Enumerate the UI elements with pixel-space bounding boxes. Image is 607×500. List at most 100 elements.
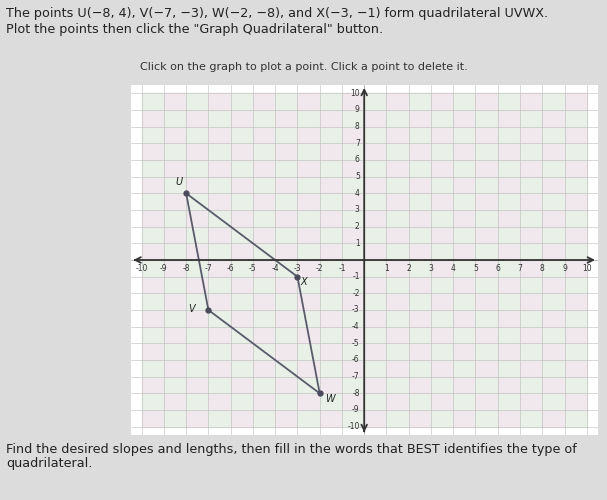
Bar: [475, 160, 498, 176]
Bar: [565, 226, 587, 244]
Bar: [520, 126, 542, 144]
Bar: [475, 110, 498, 126]
Bar: [297, 176, 320, 194]
Bar: [275, 326, 297, 344]
Text: -2: -2: [352, 289, 360, 298]
Text: Click on the graph to plot a point. Click a point to delete it.: Click on the graph to plot a point. Clic…: [140, 62, 467, 72]
Bar: [342, 260, 364, 276]
Text: -7: -7: [352, 372, 360, 381]
Bar: [542, 94, 565, 110]
Bar: [542, 360, 565, 376]
Bar: [342, 276, 364, 293]
Bar: [342, 344, 364, 360]
Bar: [231, 276, 253, 293]
Bar: [141, 294, 164, 310]
Bar: [208, 344, 231, 360]
Text: -10: -10: [347, 422, 360, 431]
Bar: [342, 360, 364, 376]
Bar: [565, 276, 587, 293]
Bar: [498, 244, 520, 260]
Bar: [231, 110, 253, 126]
Bar: [409, 344, 431, 360]
Bar: [387, 194, 409, 210]
Bar: [364, 260, 387, 276]
Bar: [475, 244, 498, 260]
Bar: [253, 326, 275, 344]
Bar: [364, 376, 387, 394]
Bar: [342, 226, 364, 244]
Bar: [253, 244, 275, 260]
Bar: [141, 394, 164, 410]
Bar: [364, 276, 387, 293]
Bar: [297, 110, 320, 126]
Bar: [141, 326, 164, 344]
Bar: [364, 226, 387, 244]
Bar: [253, 210, 275, 226]
Bar: [364, 110, 387, 126]
Bar: [431, 176, 453, 194]
Bar: [297, 94, 320, 110]
Bar: [297, 260, 320, 276]
Bar: [186, 126, 208, 144]
Bar: [387, 226, 409, 244]
Bar: [253, 194, 275, 210]
Bar: [431, 410, 453, 426]
Bar: [387, 294, 409, 310]
Bar: [364, 210, 387, 226]
Bar: [542, 110, 565, 126]
Bar: [186, 394, 208, 410]
Bar: [475, 226, 498, 244]
Bar: [520, 410, 542, 426]
Bar: [164, 310, 186, 326]
Bar: [275, 410, 297, 426]
Bar: [342, 194, 364, 210]
Text: 9: 9: [562, 264, 567, 273]
Bar: [542, 210, 565, 226]
Bar: [565, 344, 587, 360]
Bar: [520, 344, 542, 360]
Bar: [409, 226, 431, 244]
Bar: [387, 176, 409, 194]
Bar: [186, 294, 208, 310]
Bar: [542, 294, 565, 310]
Bar: [320, 194, 342, 210]
Text: -5: -5: [249, 264, 257, 273]
Bar: [186, 260, 208, 276]
Bar: [565, 260, 587, 276]
Bar: [409, 144, 431, 160]
Bar: [186, 376, 208, 394]
Bar: [387, 376, 409, 394]
Bar: [164, 260, 186, 276]
Bar: [565, 210, 587, 226]
Bar: [520, 160, 542, 176]
Text: 7: 7: [355, 139, 360, 148]
Bar: [186, 176, 208, 194]
Bar: [498, 160, 520, 176]
Bar: [387, 326, 409, 344]
Bar: [141, 260, 164, 276]
Text: 9: 9: [355, 106, 360, 114]
Bar: [520, 210, 542, 226]
Text: The points U(−8, 4), V(−7, −3), W(−2, −8), and X(−3, −1) form quadrilateral UVWX: The points U(−8, 4), V(−7, −3), W(−2, −8…: [6, 8, 548, 20]
Bar: [164, 194, 186, 210]
Bar: [297, 294, 320, 310]
Bar: [141, 110, 164, 126]
Bar: [275, 394, 297, 410]
Bar: [565, 94, 587, 110]
Bar: [141, 360, 164, 376]
Bar: [164, 210, 186, 226]
Bar: [186, 276, 208, 293]
Bar: [431, 276, 453, 293]
Bar: [320, 276, 342, 293]
Bar: [186, 144, 208, 160]
Bar: [475, 144, 498, 160]
Bar: [475, 344, 498, 360]
Bar: [565, 360, 587, 376]
Bar: [141, 210, 164, 226]
Bar: [387, 94, 409, 110]
Bar: [475, 410, 498, 426]
Bar: [231, 94, 253, 110]
Bar: [342, 326, 364, 344]
Text: -10: -10: [135, 264, 148, 273]
Bar: [164, 226, 186, 244]
